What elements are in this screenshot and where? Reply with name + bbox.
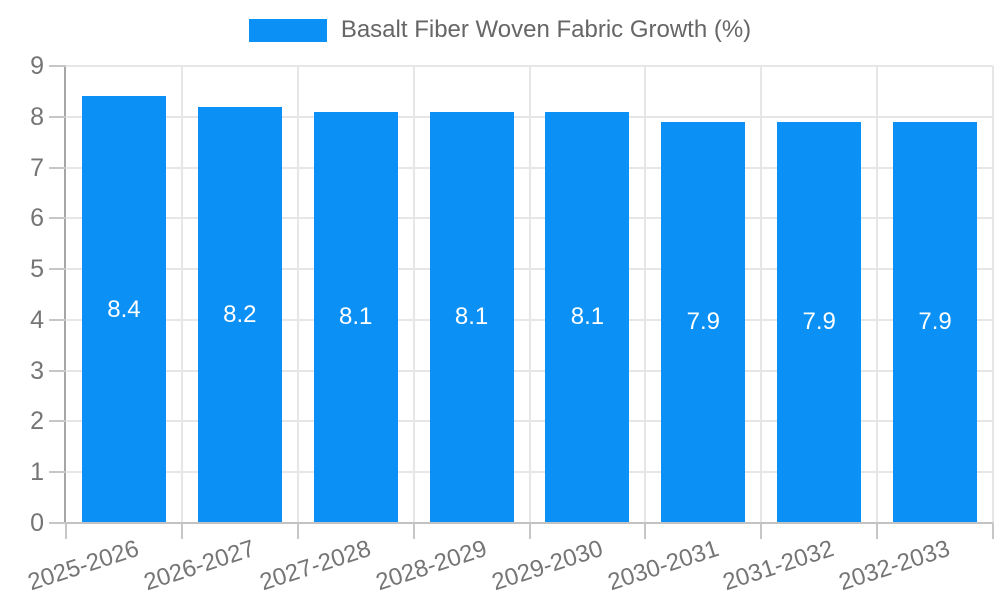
bar-value-label: 7.9 [802, 308, 836, 336]
bar-value-label: 8.4 [107, 295, 141, 323]
bar-value-label: 8.1 [570, 303, 605, 331]
x-axis-label: 2029-2030 [488, 535, 606, 597]
bar[interactable]: 8.1 [313, 111, 398, 523]
y-axis-label: 4 [30, 305, 44, 334]
y-axis-label: 2 [30, 407, 44, 436]
y-axis-tick [49, 522, 66, 524]
y-axis-label: 8 [30, 102, 44, 131]
legend-label: Basalt Fiber Woven Fabric Growth (%) [340, 16, 752, 43]
bar[interactable]: 8.1 [429, 111, 514, 523]
bar[interactable]: 7.9 [661, 121, 746, 523]
y-axis-tick [49, 115, 66, 118]
y-axis-tick [49, 268, 66, 271]
v-gridline [180, 66, 183, 523]
x-axis-label: 2032-2033 [835, 535, 954, 597]
x-axis-label: 2027-2028 [256, 535, 375, 597]
bar[interactable]: 7.9 [777, 121, 862, 523]
bar[interactable]: 8.4 [81, 96, 166, 523]
x-axis-label: 2031-2032 [720, 535, 838, 597]
bar[interactable]: 7.9 [893, 121, 978, 523]
bar[interactable]: 8.2 [197, 106, 282, 523]
x-axis-label: 2026-2027 [140, 535, 259, 597]
x-axis-tick [528, 523, 531, 539]
v-gridline [876, 66, 879, 523]
y-axis-label: 9 [30, 52, 44, 80]
bar-value-label: 8.1 [454, 303, 489, 331]
x-axis-tick [412, 523, 415, 539]
legend-swatch[interactable] [248, 18, 327, 42]
bar-value-label: 8.2 [223, 300, 257, 328]
v-gridline [412, 66, 415, 523]
x-axis-tick [296, 523, 299, 539]
x-axis-label: 2025-2026 [24, 535, 143, 597]
y-axis-label: 1 [30, 458, 44, 487]
v-gridline [760, 66, 763, 523]
plot-area: 8.4 8.2 8.1 8.1 8.1 7.9 7.9 7.9 [66, 65, 994, 523]
y-axis-label: 7 [30, 153, 44, 182]
bar-value-label: 7.9 [918, 308, 952, 336]
x-axis-tick [760, 523, 763, 539]
x-axis-label: 2028-2029 [372, 535, 490, 597]
y-axis-label: 6 [30, 204, 44, 233]
y-axis-tick [49, 420, 66, 423]
y-axis-line [64, 66, 66, 523]
v-gridline [296, 66, 299, 523]
v-gridline [644, 66, 647, 523]
x-axis-tick [65, 523, 67, 539]
legend[interactable]: Basalt Fiber Woven Fabric Growth (%) [0, 16, 1000, 44]
y-axis-label: 5 [30, 255, 44, 284]
bar[interactable]: 8.1 [545, 111, 630, 523]
y-axis-tick [49, 471, 66, 474]
y-axis-tick [49, 217, 66, 220]
x-axis-tick [644, 523, 647, 539]
y-axis-tick [49, 369, 66, 372]
y-axis-label: 0 [30, 509, 44, 537]
bar-value-label: 8.1 [339, 303, 373, 331]
x-axis-tick [180, 523, 183, 539]
v-gridline [528, 66, 531, 523]
x-axis-label: 2030-2031 [604, 535, 722, 597]
x-axis-tick [992, 523, 994, 539]
bar-value-label: 7.9 [686, 308, 720, 336]
x-axis-tick [876, 523, 879, 539]
y-axis-tick [49, 65, 66, 67]
v-gridline [992, 66, 994, 523]
y-axis-tick [49, 318, 66, 321]
y-axis-tick [49, 166, 66, 169]
y-axis-label: 3 [30, 356, 44, 385]
